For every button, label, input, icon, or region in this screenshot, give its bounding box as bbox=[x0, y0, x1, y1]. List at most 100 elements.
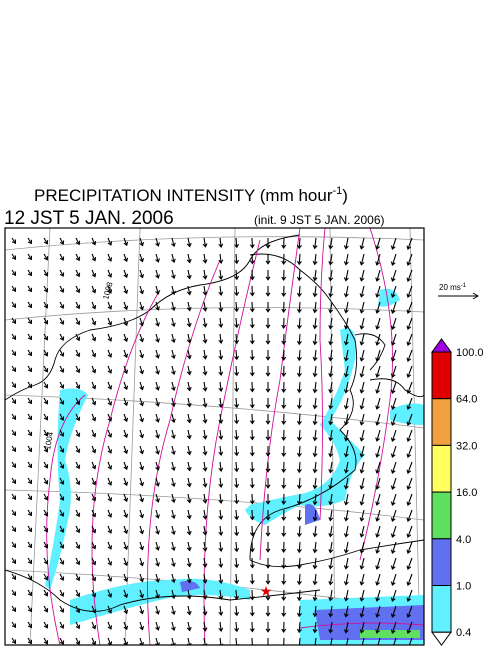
wind-arrow bbox=[249, 461, 255, 473]
wind-arrow bbox=[393, 637, 397, 645]
wind-arrow bbox=[249, 253, 255, 265]
wind-arrow bbox=[234, 573, 240, 585]
wind-arrow bbox=[281, 349, 287, 362]
wind-arrow bbox=[312, 285, 318, 298]
wind-arrow bbox=[202, 493, 208, 504]
wind-arrow bbox=[75, 285, 81, 294]
wind-arrow bbox=[343, 493, 349, 506]
wind-arrow bbox=[11, 317, 16, 324]
wind-arrow bbox=[359, 301, 365, 314]
wind-arrow bbox=[75, 365, 81, 374]
wind-arrow bbox=[123, 541, 129, 551]
colorbar-segment bbox=[431, 444, 452, 493]
wind-arrow bbox=[186, 621, 192, 632]
wind-arrow bbox=[375, 301, 381, 314]
wind-arrow bbox=[312, 621, 318, 634]
wind-arrow bbox=[375, 589, 381, 602]
wind-arrow bbox=[296, 509, 302, 522]
wind-arrow bbox=[390, 381, 397, 394]
wind-arrow bbox=[11, 349, 16, 356]
wind-arrow bbox=[123, 573, 129, 583]
wind-arrow bbox=[75, 429, 81, 438]
wind-arrow bbox=[312, 573, 318, 586]
wind-arrow bbox=[312, 301, 318, 314]
wind-arrow bbox=[27, 605, 33, 613]
wind-arrow bbox=[312, 541, 318, 554]
wind-arrow bbox=[296, 477, 302, 490]
wind-arrow bbox=[171, 381, 176, 392]
wind-arrow bbox=[328, 349, 334, 362]
wind-arrow bbox=[107, 445, 113, 454]
wind-arrow bbox=[155, 285, 160, 295]
wind-arrow bbox=[359, 445, 365, 458]
wind-arrow bbox=[234, 333, 240, 345]
wind-arrow bbox=[343, 333, 349, 346]
wind-arrow bbox=[218, 477, 224, 489]
wind-arrow bbox=[27, 269, 33, 277]
wind-arrow bbox=[75, 253, 81, 262]
wind-arrow bbox=[249, 413, 255, 425]
wind-arrow bbox=[11, 445, 16, 452]
wind-arrow bbox=[123, 557, 129, 567]
wind-arrow bbox=[186, 381, 192, 392]
wind-arrow bbox=[155, 525, 160, 535]
wind-arrow bbox=[406, 333, 413, 347]
wind-arrow bbox=[390, 493, 397, 506]
wind-arrow bbox=[43, 541, 49, 549]
wind-arrow bbox=[202, 285, 208, 296]
wind-arrow bbox=[265, 445, 271, 457]
wind-arrow bbox=[265, 589, 271, 601]
wind-arrow bbox=[75, 557, 81, 566]
wind-arrow bbox=[281, 253, 287, 266]
wind-arrow bbox=[218, 397, 224, 409]
wind-arrow bbox=[186, 461, 192, 472]
wind-arrow bbox=[406, 269, 413, 283]
wind-arrow bbox=[343, 381, 349, 394]
wind-arrow bbox=[234, 301, 240, 313]
wind-arrow bbox=[328, 397, 334, 410]
wind-arrow bbox=[375, 621, 381, 634]
wind-arrow bbox=[406, 237, 413, 251]
wind-arrow bbox=[202, 525, 208, 536]
wind-arrow bbox=[75, 333, 81, 342]
wind-arrow bbox=[375, 493, 381, 506]
wind-arrow bbox=[265, 285, 271, 297]
wind-arrow bbox=[123, 589, 129, 599]
wind-arrow bbox=[75, 477, 81, 486]
wind-arrow bbox=[408, 637, 413, 645]
map: ★ 1004 1008 bbox=[5, 228, 424, 645]
wind-arrow bbox=[281, 397, 287, 410]
wind-arrow bbox=[406, 605, 413, 619]
wind-arrow bbox=[139, 573, 145, 583]
wind-arrow bbox=[249, 493, 255, 505]
wind-arrow bbox=[91, 317, 97, 326]
wind-arrow bbox=[390, 605, 397, 618]
wind-arrow bbox=[59, 637, 65, 645]
wind-arrow bbox=[359, 349, 365, 362]
wind-arrow bbox=[249, 525, 255, 537]
wind-arrow bbox=[202, 237, 208, 248]
wind-arrow bbox=[359, 237, 365, 250]
wind-arrow bbox=[375, 605, 381, 618]
wind-arrow bbox=[107, 541, 113, 550]
wind-arrow bbox=[234, 445, 240, 457]
wind-arrow bbox=[171, 557, 176, 568]
wind-arrow bbox=[186, 493, 192, 504]
wind-arrow bbox=[171, 237, 176, 248]
wind-arrow bbox=[281, 317, 287, 330]
wind-arrow bbox=[27, 509, 33, 517]
wind-arrow bbox=[281, 541, 287, 554]
wind-arrow bbox=[218, 333, 224, 345]
wind-arrow bbox=[296, 541, 302, 554]
wind-arrow bbox=[59, 541, 65, 549]
wind-arrow bbox=[234, 621, 240, 633]
wind-arrow bbox=[59, 573, 65, 581]
wind-arrow bbox=[328, 589, 334, 602]
wind-arrow bbox=[27, 301, 33, 309]
wind-arrow bbox=[186, 349, 192, 360]
wind-arrow bbox=[75, 413, 81, 422]
wind-arrow bbox=[265, 253, 271, 265]
wind-arrow bbox=[359, 269, 365, 282]
wind-arrow bbox=[202, 605, 208, 616]
wind-arrow bbox=[343, 413, 349, 426]
